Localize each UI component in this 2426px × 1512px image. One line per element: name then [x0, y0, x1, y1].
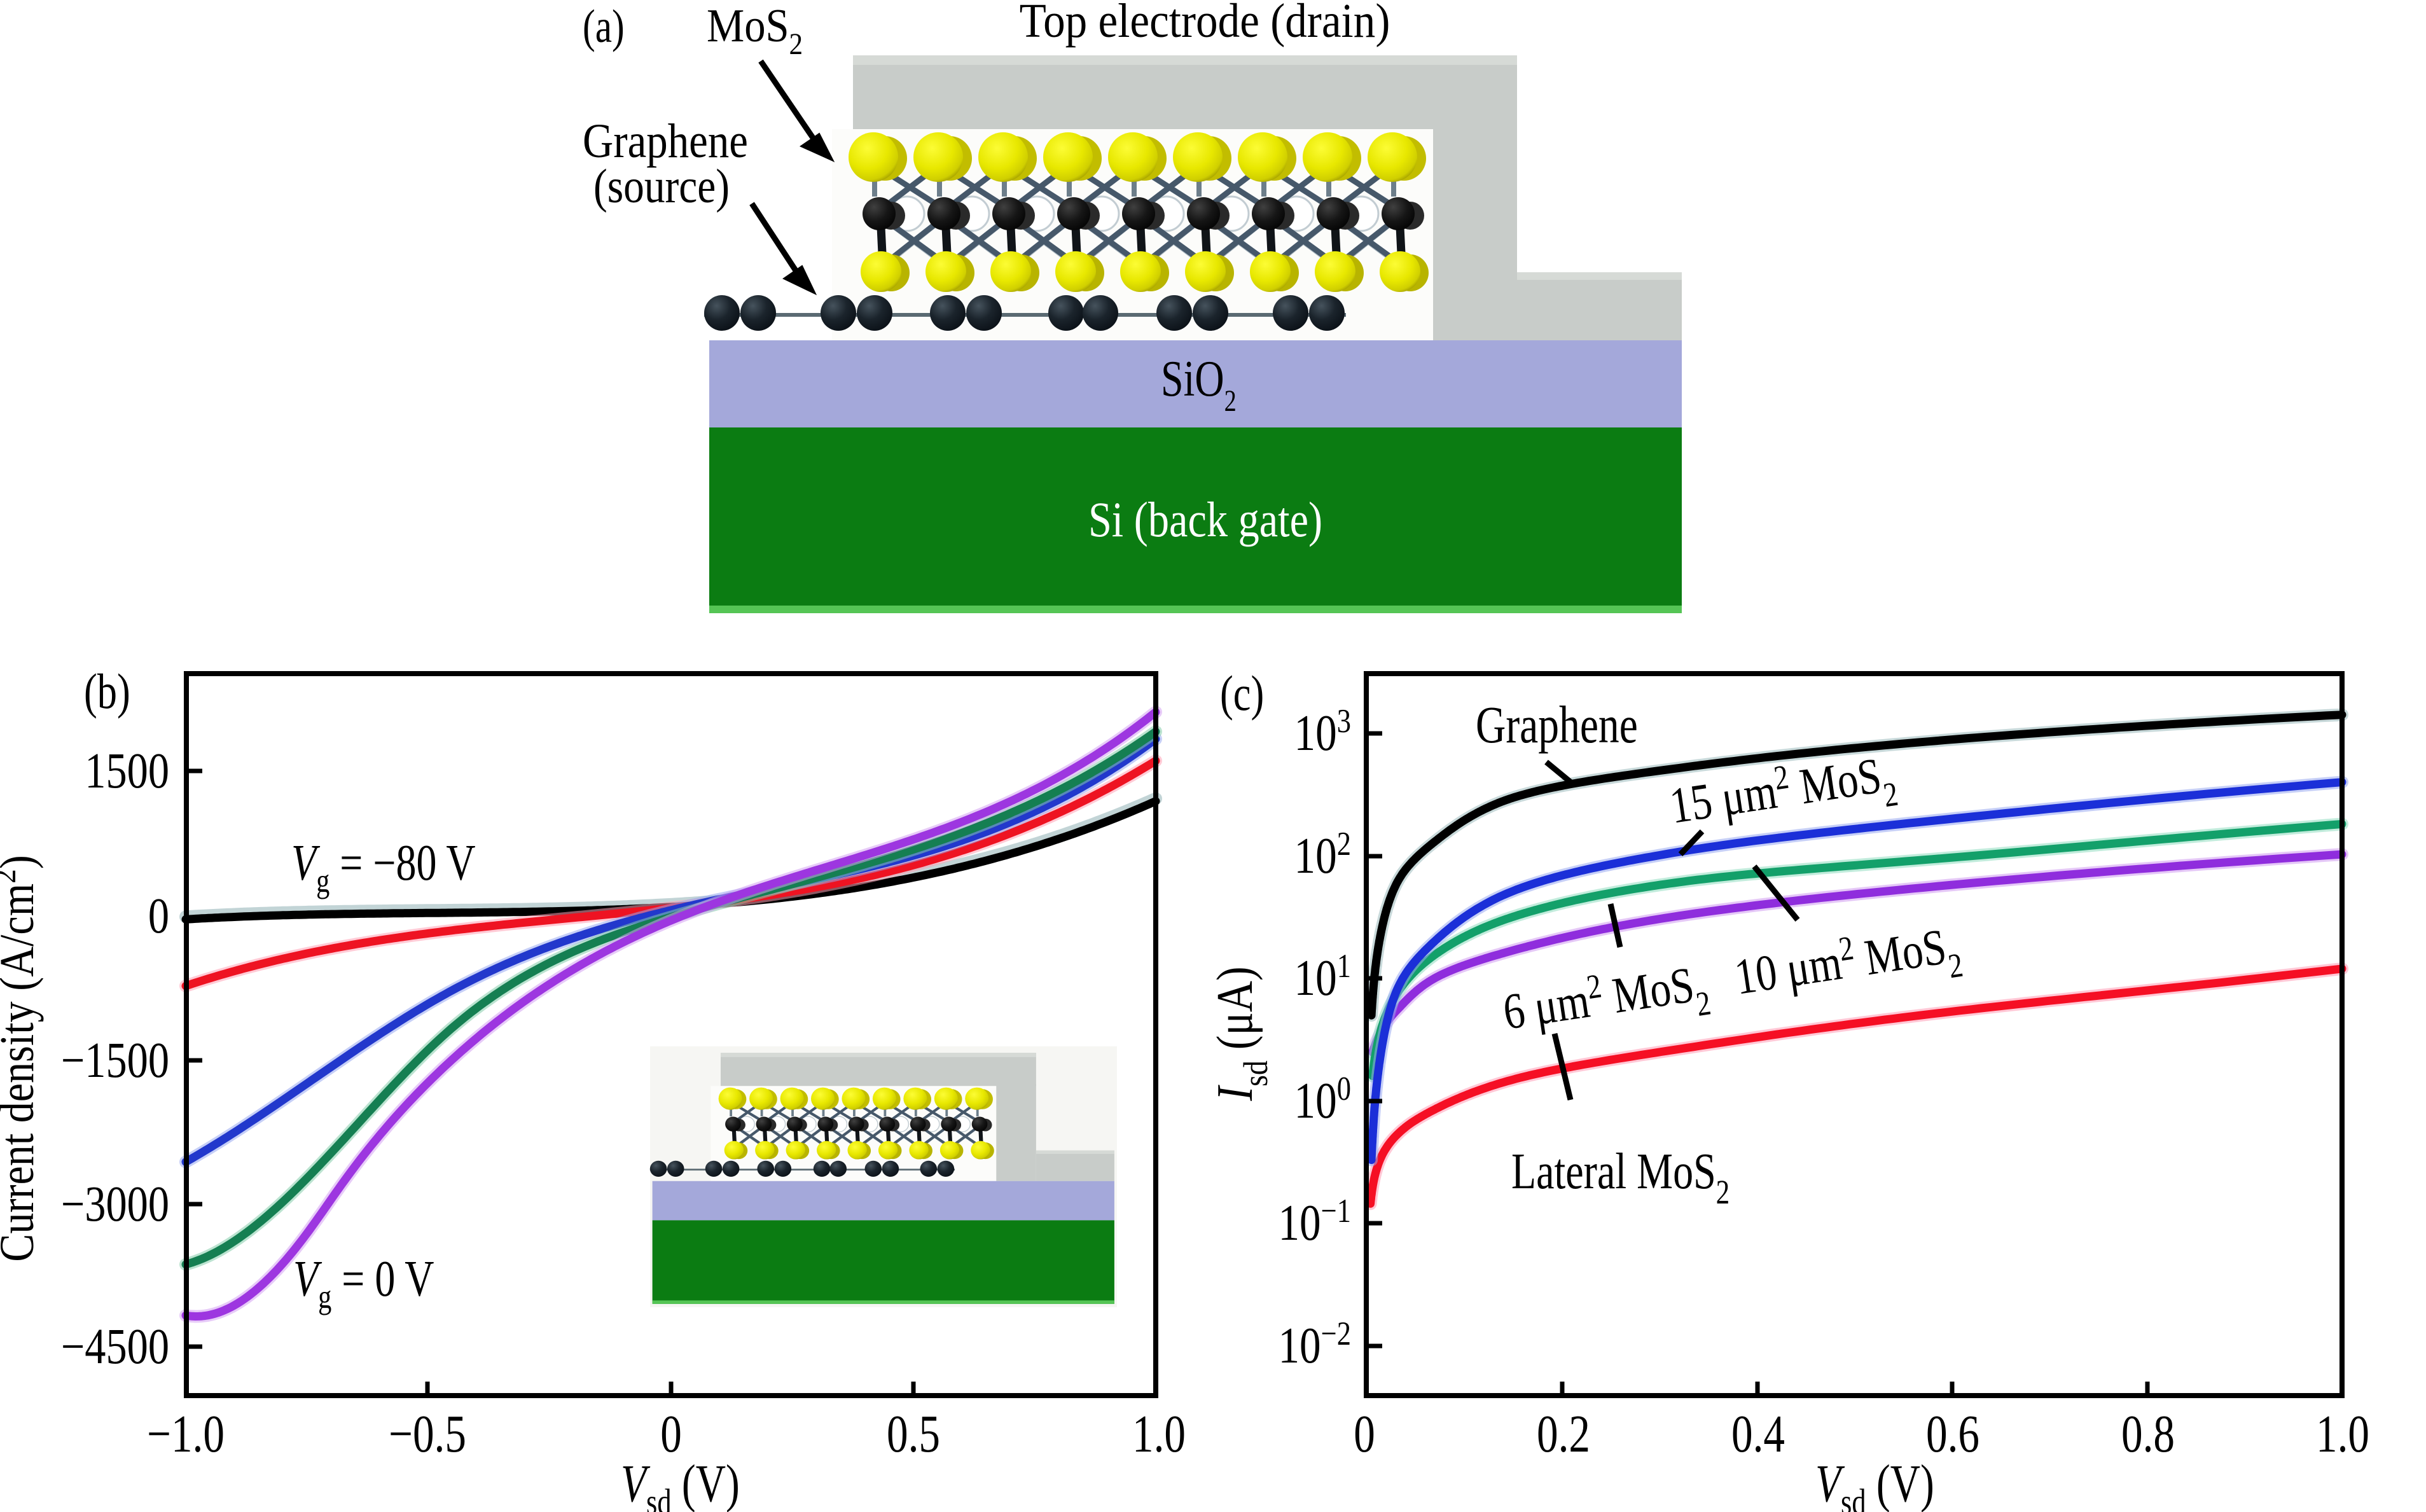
svg-text:Current density (A/cm2): Current density (A/cm2)	[0, 855, 44, 1261]
svg-text:−3000: −3000	[61, 1176, 169, 1232]
svg-text:(a): (a)	[583, 1, 625, 53]
svg-text:Top electrode (drain): Top electrode (drain)	[1020, 0, 1390, 48]
svg-text:(c): (c)	[1220, 667, 1264, 721]
svg-text:101: 101	[1294, 947, 1351, 1006]
svg-text:Isd (μA): Isd (μA)	[1207, 966, 1275, 1101]
svg-text:1.0: 1.0	[1132, 1404, 1186, 1464]
svg-text:−1500: −1500	[61, 1032, 169, 1088]
svg-text:0.6: 0.6	[1926, 1404, 1979, 1464]
svg-text:0.8: 0.8	[2121, 1404, 2175, 1464]
svg-text:(source): (source)	[593, 160, 730, 214]
svg-text:0: 0	[148, 888, 169, 944]
svg-text:Vsd (V): Vsd (V)	[621, 1454, 740, 1512]
svg-text:Vsd (V): Vsd (V)	[1815, 1454, 1934, 1512]
svg-text:Vg = 0 V: Vg = 0 V	[293, 1250, 434, 1315]
svg-text:(b): (b)	[84, 665, 130, 719]
svg-text:−0.5: −0.5	[389, 1404, 466, 1464]
svg-text:1.0: 1.0	[2316, 1404, 2369, 1464]
svg-text:Vg = −80 V: Vg = −80 V	[291, 834, 476, 899]
svg-text:0: 0	[660, 1404, 682, 1464]
svg-text:SiO2: SiO2	[1161, 350, 1237, 418]
svg-text:−4500: −4500	[61, 1319, 169, 1375]
svg-text:0.5: 0.5	[887, 1404, 940, 1464]
svg-text:Graphene: Graphene	[583, 114, 748, 168]
svg-text:Si (back gate): Si (back gate)	[1088, 492, 1322, 547]
svg-text:MoS2: MoS2	[707, 0, 803, 61]
svg-text:Graphene: Graphene	[1476, 696, 1638, 754]
svg-text:0: 0	[1354, 1404, 1375, 1464]
svg-text:0.4: 0.4	[1731, 1404, 1785, 1464]
svg-text:1500: 1500	[85, 743, 169, 799]
svg-text:0.2: 0.2	[1537, 1404, 1590, 1464]
svg-text:−1.0: −1.0	[147, 1404, 225, 1464]
